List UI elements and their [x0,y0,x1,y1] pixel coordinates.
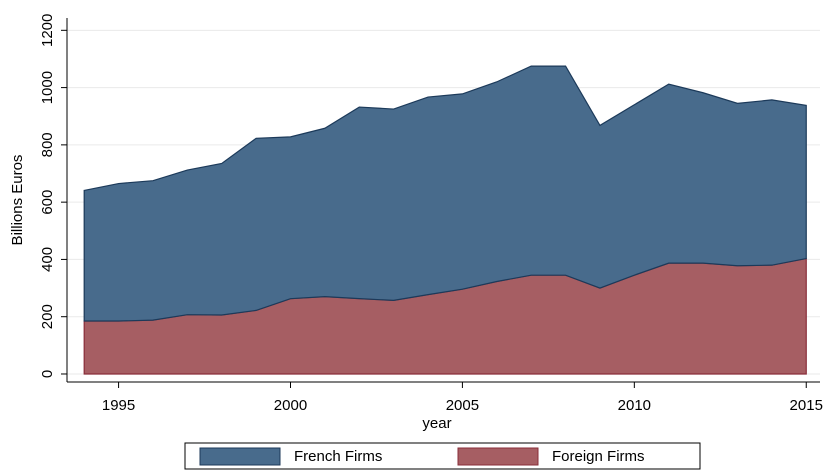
y-tick-label: 1200 [39,14,56,47]
x-tick-label: 1995 [102,397,135,414]
y-tick-label: 0 [39,370,56,378]
legend-swatch [457,447,539,466]
x-axis-label: year [422,415,451,432]
legend-swatch [199,447,281,466]
x-tick-label: 2005 [446,397,479,414]
y-tick-label: 1000 [39,71,56,104]
legend-label: Foreign Firms [552,448,645,465]
y-tick-label: 600 [39,190,56,215]
y-tick-label: 800 [39,132,56,157]
legend-label: French Firms [294,448,382,465]
area [83,65,807,322]
x-tick-label: 2000 [274,397,307,414]
y-tick-label: 200 [39,304,56,329]
y-tick-label: 400 [39,247,56,272]
y-axis-label: Billions Euros [9,155,26,246]
x-tick-label: 2010 [618,397,651,414]
x-tick-label: 2015 [790,397,823,414]
